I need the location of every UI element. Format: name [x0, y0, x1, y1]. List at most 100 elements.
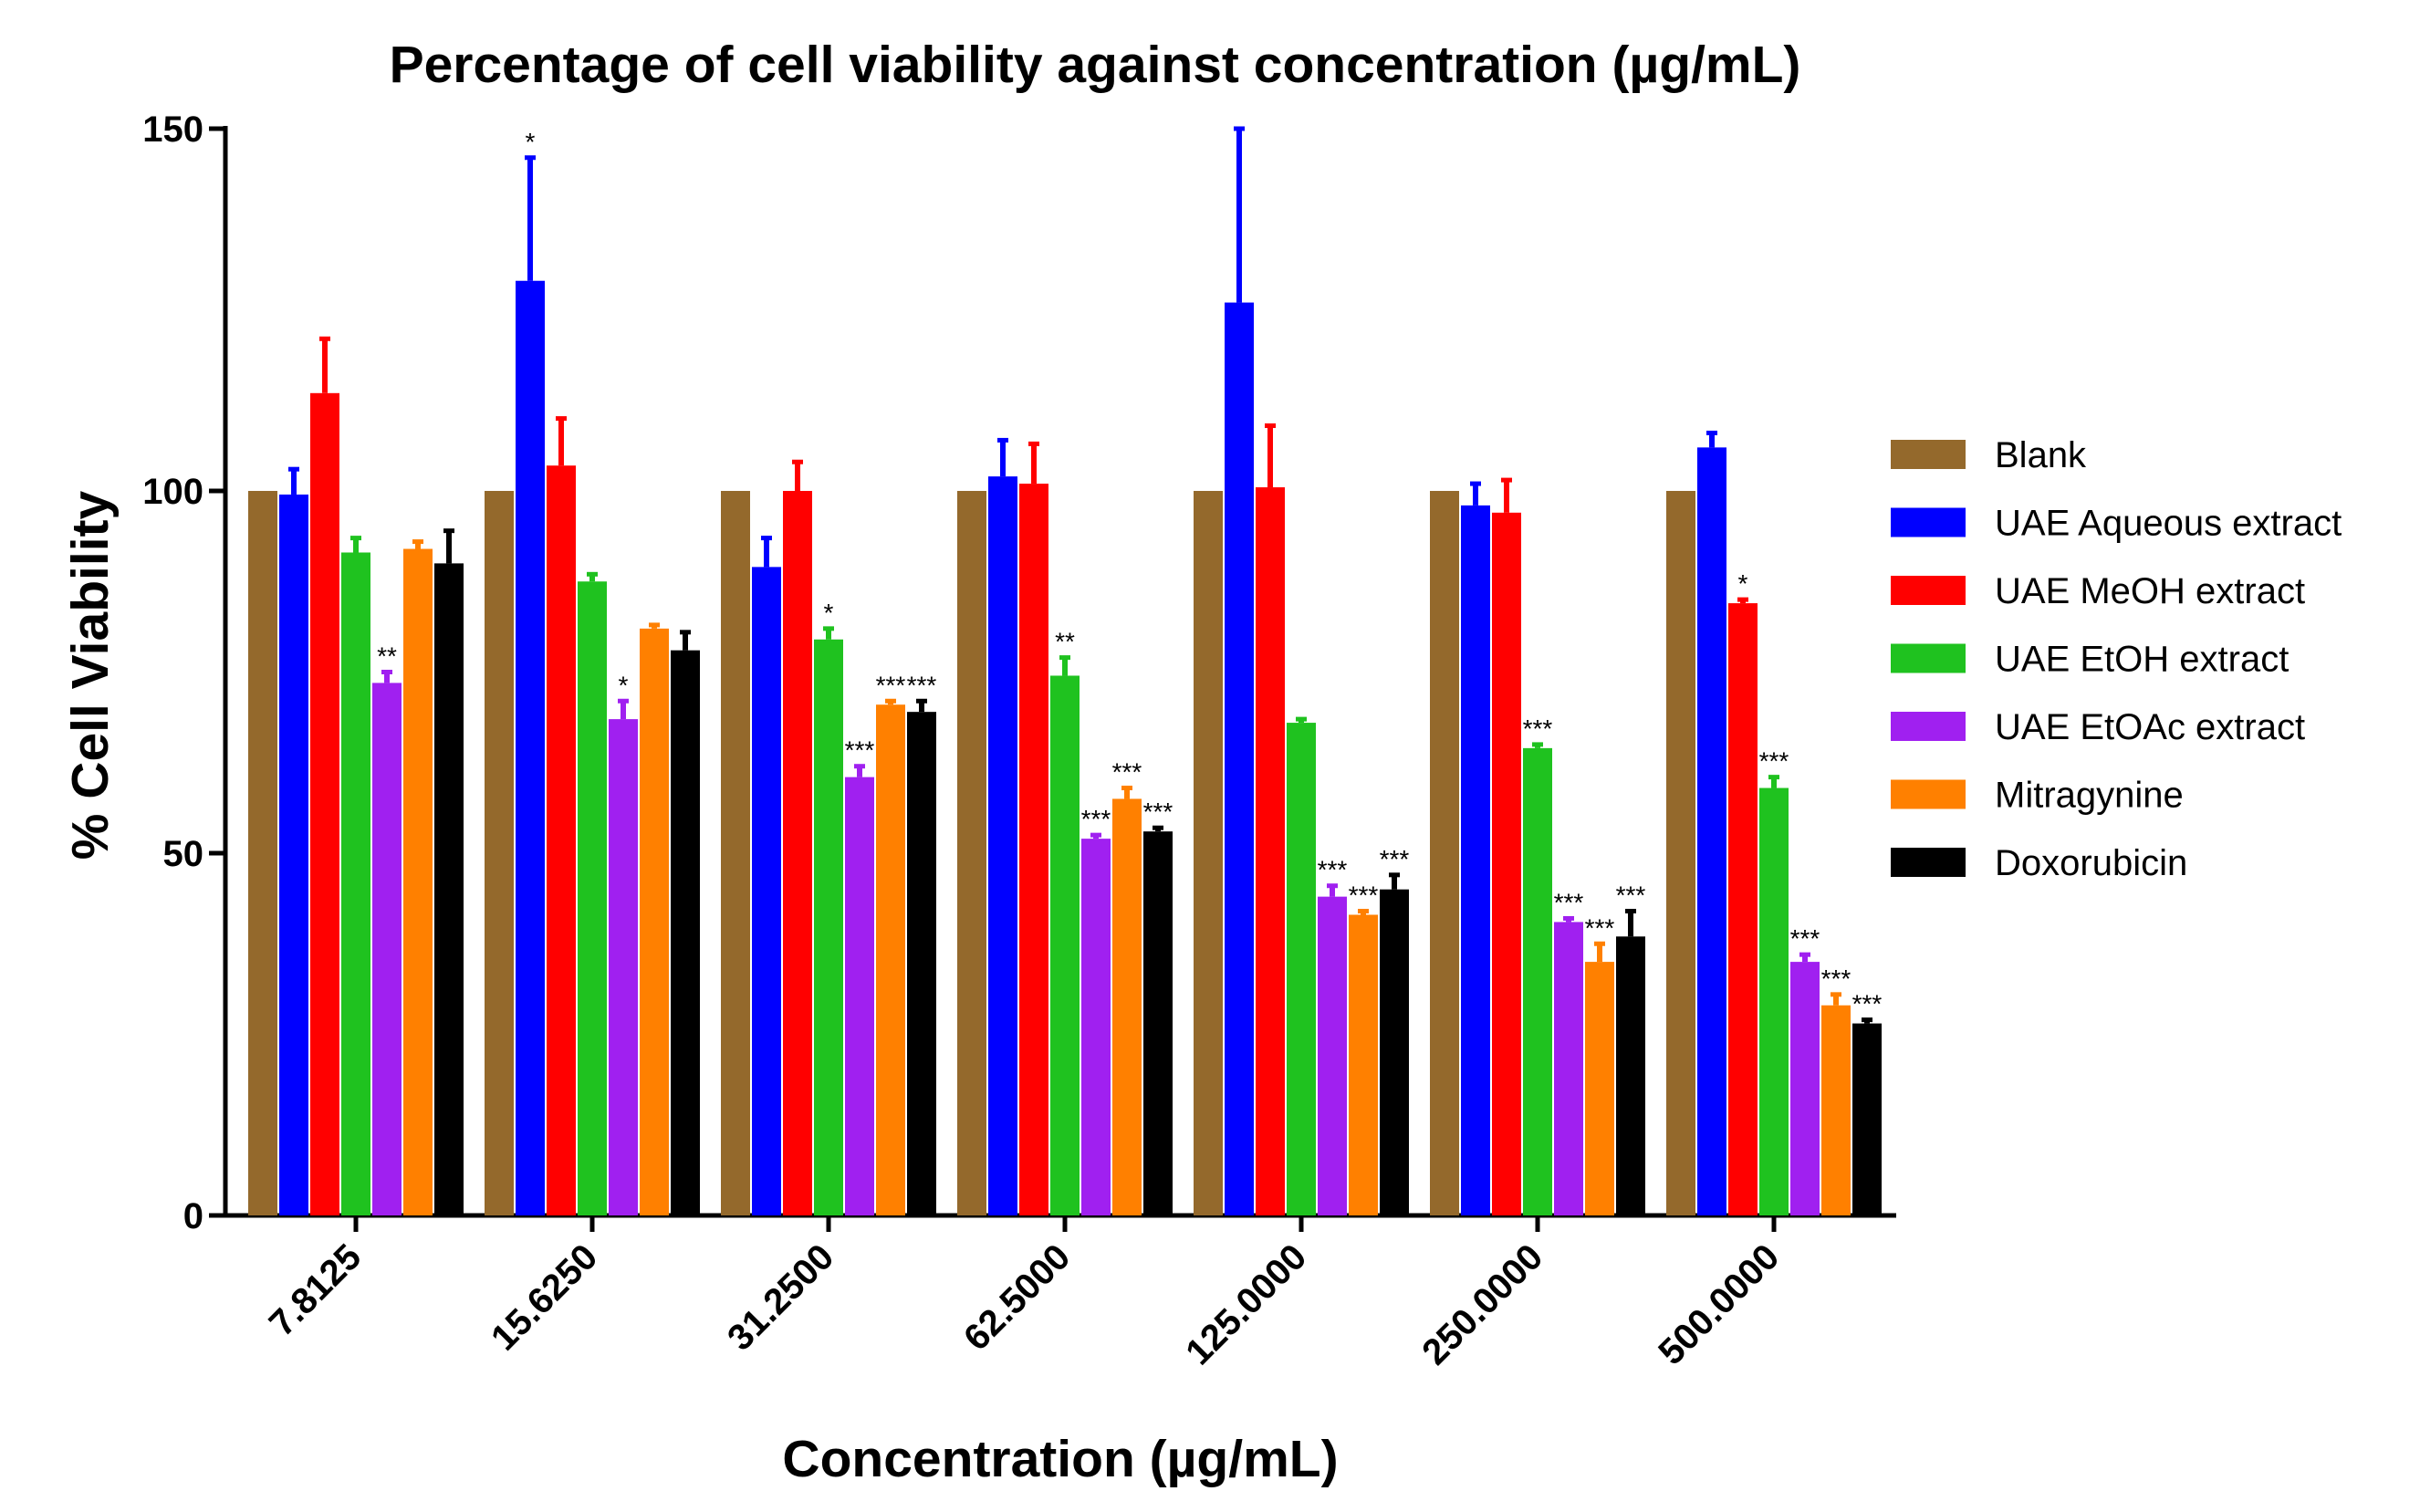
- significance-label: ***: [1349, 881, 1379, 910]
- bar: [1461, 505, 1490, 1215]
- bar: [1050, 675, 1080, 1215]
- x-tick-label: 15.6250: [484, 1236, 605, 1358]
- significance-label: ***: [1380, 845, 1410, 873]
- legend-swatch: [1891, 576, 1966, 605]
- bar: [1616, 936, 1645, 1215]
- bar: [1349, 914, 1378, 1215]
- bar: [640, 628, 669, 1215]
- bar: [845, 777, 874, 1215]
- significance-label: **: [1055, 628, 1075, 656]
- significance-label: ***: [1759, 747, 1789, 776]
- significance-label: ***: [1821, 965, 1852, 993]
- bar: [1143, 831, 1173, 1215]
- bar: [1256, 487, 1285, 1215]
- y-tick-label: 0: [183, 1196, 203, 1236]
- significance-label: ***: [1554, 888, 1584, 916]
- bar: [752, 567, 781, 1215]
- significance-label: ***: [876, 671, 906, 699]
- significance-label: ***: [1790, 924, 1820, 953]
- bar: [783, 491, 812, 1215]
- significance-label: ***: [1081, 805, 1111, 833]
- x-tick-label: 500.0000: [1651, 1236, 1787, 1372]
- significance-label: *: [526, 128, 536, 156]
- bar: [1554, 922, 1583, 1215]
- bar: [957, 491, 986, 1215]
- bar: [279, 494, 308, 1215]
- legend-swatch: [1891, 440, 1966, 469]
- significance-label: *: [619, 671, 629, 699]
- bar: [1318, 896, 1347, 1215]
- bar: [609, 719, 638, 1215]
- bar: [876, 704, 905, 1215]
- bar: [907, 712, 936, 1215]
- chart-title: Percentage of cell viability against con…: [390, 36, 1801, 94]
- bar: [1852, 1023, 1882, 1215]
- y-tick-label: 50: [163, 834, 204, 874]
- y-tick-label: 150: [142, 109, 203, 150]
- significance-label: ***: [1112, 758, 1142, 787]
- bar: [1728, 603, 1758, 1215]
- bar: [1194, 491, 1223, 1215]
- bar: [1081, 839, 1111, 1215]
- legend-swatch: [1891, 848, 1966, 877]
- bar: [1492, 512, 1521, 1215]
- bar: [1380, 889, 1409, 1215]
- x-tick-label: 125.0000: [1178, 1236, 1314, 1372]
- legend-label: Doxorubicin: [1995, 843, 2187, 883]
- bar: [403, 548, 433, 1215]
- legend-swatch: [1891, 643, 1966, 673]
- significance-label: ***: [1616, 881, 1646, 910]
- bar: [1287, 723, 1316, 1215]
- bar: [1112, 798, 1142, 1215]
- bar: [1697, 447, 1726, 1215]
- legend-label: UAE EtOAc extract: [1995, 707, 2305, 747]
- bar: [434, 563, 464, 1215]
- significance-label: ***: [907, 671, 937, 699]
- significance-label: ***: [1318, 856, 1348, 884]
- legend-label: Mitragynine: [1995, 776, 2184, 816]
- significance-label: *: [824, 599, 834, 627]
- bar: [1666, 491, 1695, 1215]
- bar: [516, 280, 545, 1215]
- legend: Blank UAE Aqueous extract UAE MeOH extract…: [1891, 435, 2342, 883]
- bar: [248, 491, 277, 1215]
- bar: [1821, 1005, 1851, 1215]
- significance-label: *: [1738, 569, 1748, 598]
- bar: [341, 552, 370, 1215]
- legend-swatch: [1891, 779, 1966, 809]
- legend-label: UAE Aqueous extract: [1995, 504, 2342, 544]
- bar: [372, 683, 402, 1215]
- bar: [578, 581, 607, 1215]
- bar: [485, 491, 514, 1215]
- legend-swatch: [1891, 507, 1966, 537]
- significance-label: ***: [1585, 913, 1615, 942]
- significance-label: ***: [1852, 990, 1883, 1018]
- bar: [671, 650, 700, 1215]
- bar: [1759, 787, 1789, 1215]
- legend-label: Blank: [1995, 435, 2087, 475]
- significance-label: ***: [1143, 798, 1173, 826]
- bar: [814, 639, 843, 1215]
- x-tick-label: 250.0000: [1414, 1236, 1550, 1372]
- y-axis-label: % Cell Viability: [61, 490, 120, 860]
- bar: [1523, 747, 1552, 1215]
- x-tick-label: 62.5000: [956, 1236, 1078, 1358]
- bar: [1790, 962, 1820, 1215]
- significance-label: ***: [1523, 714, 1553, 743]
- bar: [1430, 491, 1459, 1215]
- x-tick-label: 7.8125: [262, 1236, 370, 1344]
- bar: [1585, 962, 1614, 1215]
- bar: [547, 465, 576, 1216]
- significance-label: **: [377, 642, 397, 671]
- legend-swatch: [1891, 712, 1966, 741]
- x-axis-label: Concentration (µg/mL): [782, 1430, 1338, 1488]
- bar: [1019, 484, 1048, 1215]
- significance-label: ***: [845, 736, 875, 765]
- x-tick-label: 31.2500: [720, 1236, 841, 1358]
- bar: [310, 392, 339, 1215]
- bar: [721, 491, 750, 1215]
- legend-label: UAE MeOH extract: [1995, 571, 2305, 611]
